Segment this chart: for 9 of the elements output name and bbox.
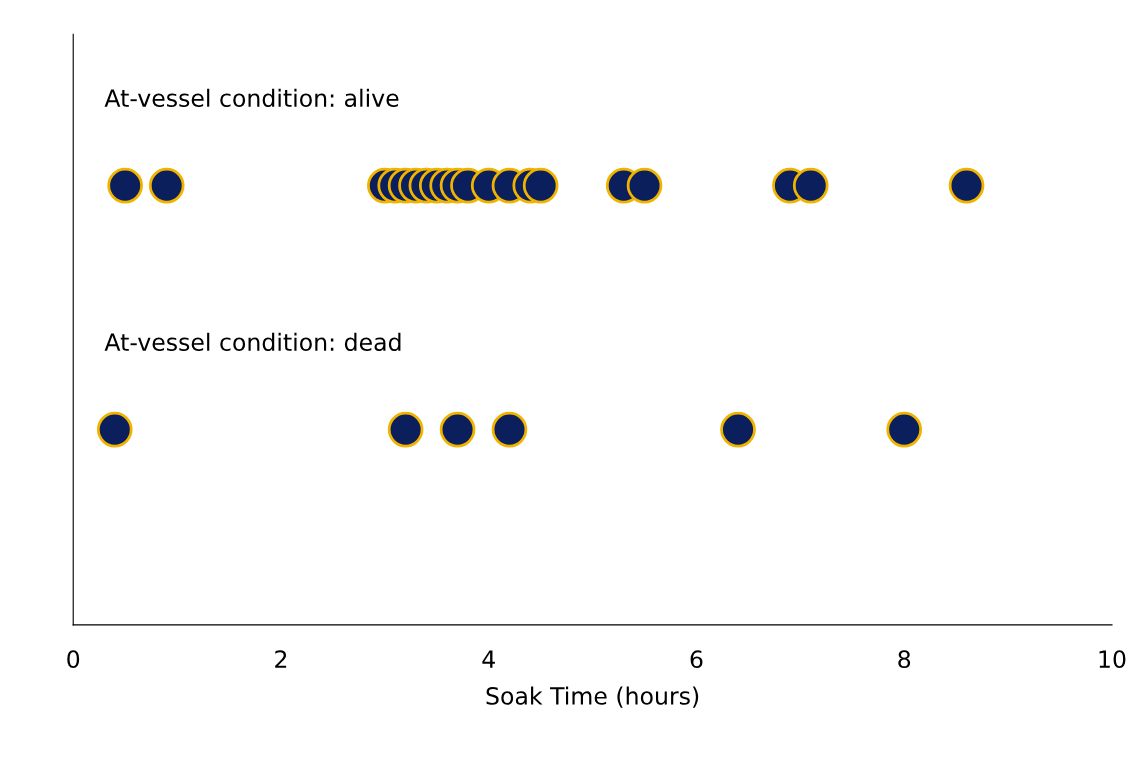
y-tick-label: At-vessel condition: alive bbox=[104, 88, 399, 108]
y-tick-label: At-vessel condition: dead bbox=[104, 332, 401, 352]
x-tick-label: 10 bbox=[1099, 650, 1126, 669]
x-tick-label: 8 bbox=[898, 650, 911, 669]
x-tick-label: 0 bbox=[67, 650, 80, 669]
x-tick-label: 2 bbox=[275, 650, 287, 668]
x-axis-title: Soak Time (hours) bbox=[486, 686, 699, 708]
x-tick-label: 6 bbox=[690, 650, 703, 669]
x-tick-label: 4 bbox=[482, 650, 495, 668]
